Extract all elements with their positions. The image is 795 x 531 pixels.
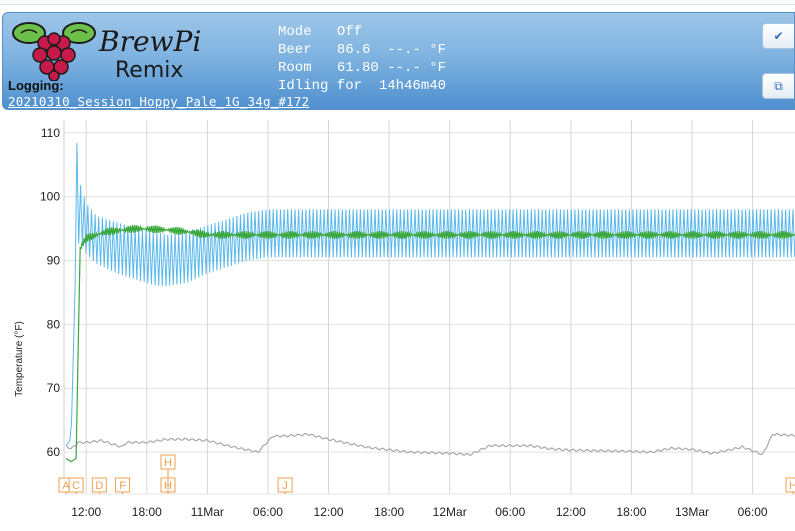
logging-session-link[interactable]: 20210310_Session_Hoppy_Pale_1G_34g_#172 — [8, 94, 310, 109]
annotation-label: H — [789, 480, 795, 492]
series-room-temp — [65, 432, 795, 456]
y-tick-label: 100 — [40, 190, 60, 204]
x-tick-label: 18:00 — [374, 505, 404, 519]
y-tick-label: 90 — [47, 253, 61, 267]
state-label: Idling for — [278, 78, 363, 94]
brand-line2: Remix — [115, 58, 183, 81]
x-tick-label: 06:00 — [738, 505, 768, 519]
beer-unit: °F — [429, 42, 447, 58]
room-label: Room — [278, 60, 312, 76]
beer-label: Beer — [278, 42, 312, 58]
y-axis: 60 70 80 90 100 110 — [40, 126, 60, 459]
y-axis-label: Temperature (°F) — [14, 321, 25, 397]
annotation-label: J — [282, 480, 288, 492]
chart-grid — [63, 120, 795, 495]
brewpi-logo: BrewPi Remix — [12, 22, 201, 81]
annotation-flag — [160, 454, 176, 470]
x-tick-label: 18:00 — [132, 505, 162, 519]
annotation-flag — [115, 477, 131, 493]
brand-line1: BrewPi — [98, 25, 201, 58]
annotation-flag — [277, 477, 293, 493]
x-tick-label: 06:00 — [495, 505, 525, 519]
mode-value: Off — [336, 24, 363, 40]
x-tick-label: 12Mar — [433, 505, 467, 519]
annotation-flag — [785, 477, 795, 493]
y-tick-label: 70 — [47, 381, 61, 395]
annotations: ACDFHJHH — [58, 454, 795, 494]
x-tick-label: 18:00 — [616, 505, 646, 519]
x-axis: 12:00 18:00 11Mar 06:00 12:00 18:00 12Mar 06:00… — [71, 505, 768, 519]
annotation-flag — [68, 477, 84, 493]
room-value: 61.80 — [336, 60, 379, 76]
y-tick-label: 110 — [41, 126, 60, 140]
mode-label: Mode — [278, 24, 312, 40]
annotation-flag — [91, 477, 107, 493]
check-icon: ✔ — [773, 29, 784, 43]
window-top-border — [0, 4, 795, 5]
x-tick-label: 06:00 — [253, 505, 283, 519]
annotation-label: F — [119, 480, 126, 492]
check-button[interactable]: ✔ — [762, 23, 794, 49]
annotation-label: H — [164, 457, 172, 469]
raspberry-icon — [12, 22, 96, 81]
series-beer-temp — [65, 224, 795, 463]
room-setting: --.- — [387, 60, 421, 76]
popout-icon: ⧉ — [774, 79, 783, 93]
status-header: BrewPi Remix Logging: 20210310_Session_H… — [2, 12, 795, 110]
annotation-label: D — [95, 480, 103, 492]
annotation-label: C — [72, 480, 80, 492]
x-tick-label: 12:00 — [556, 505, 586, 519]
x-tick-label: 11Mar — [191, 505, 224, 519]
beer-setting: --.- — [387, 42, 421, 58]
beer-value: 86.6 — [336, 42, 371, 58]
chart-series — [65, 142, 795, 463]
status-panel: Mode Off Beer 86.6 --.- °F Room 61.80 --… — [278, 23, 446, 95]
state-value: 14h46m40 — [378, 78, 447, 94]
x-tick-label: 13Mar — [675, 505, 709, 519]
y-tick-label: 60 — [47, 445, 61, 459]
annotation-label: A — [62, 480, 70, 492]
room-unit: °F — [429, 60, 447, 76]
x-tick-label: 12:00 — [314, 505, 344, 519]
series-beer-setting — [65, 142, 795, 447]
logging-label: Logging: — [8, 78, 64, 93]
y-tick-label: 80 — [47, 317, 61, 331]
x-tick-label: 12:00 — [71, 505, 101, 519]
popout-button[interactable]: ⧉ — [762, 73, 794, 99]
